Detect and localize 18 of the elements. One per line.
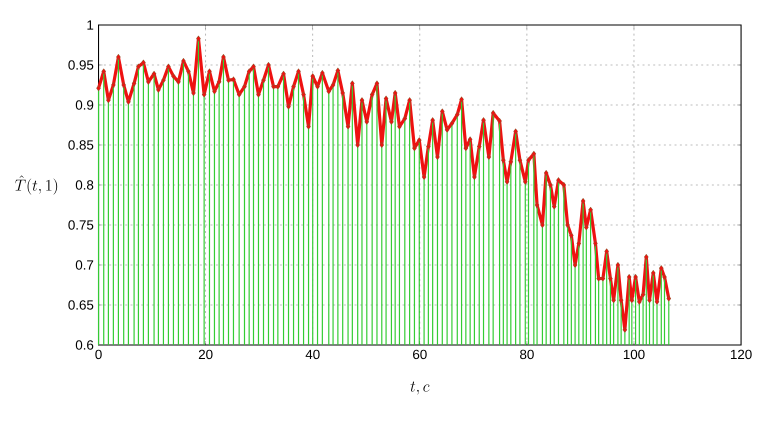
y-tick-label: 0.65 [68,300,94,310]
x-tick-label: 100 [624,350,645,360]
y-tick-label: 0.95 [68,60,94,70]
x-tick-label: 120 [730,350,752,360]
x-tick-label: 60 [413,350,427,360]
y-tick-label: 1 [87,20,94,30]
y-tick-label: 0.9 [76,100,94,110]
x-tick-label: 0 [95,350,102,360]
y-tick-label: 0.6 [76,340,94,350]
y-tick-label: 0.75 [68,220,94,230]
x-tick-label: 40 [306,350,320,360]
x-tick-label: 20 [198,350,213,360]
y-tick-label: 0.7 [76,260,94,270]
y-axis-title: $\hat{T}(t,1)$ [15,175,58,195]
y-tick-label: 0.8 [76,180,94,190]
y-tick-label: 0.85 [68,140,94,150]
x-axis-title: $t,c$ [410,381,430,395]
x-tick-label: 80 [520,350,534,360]
